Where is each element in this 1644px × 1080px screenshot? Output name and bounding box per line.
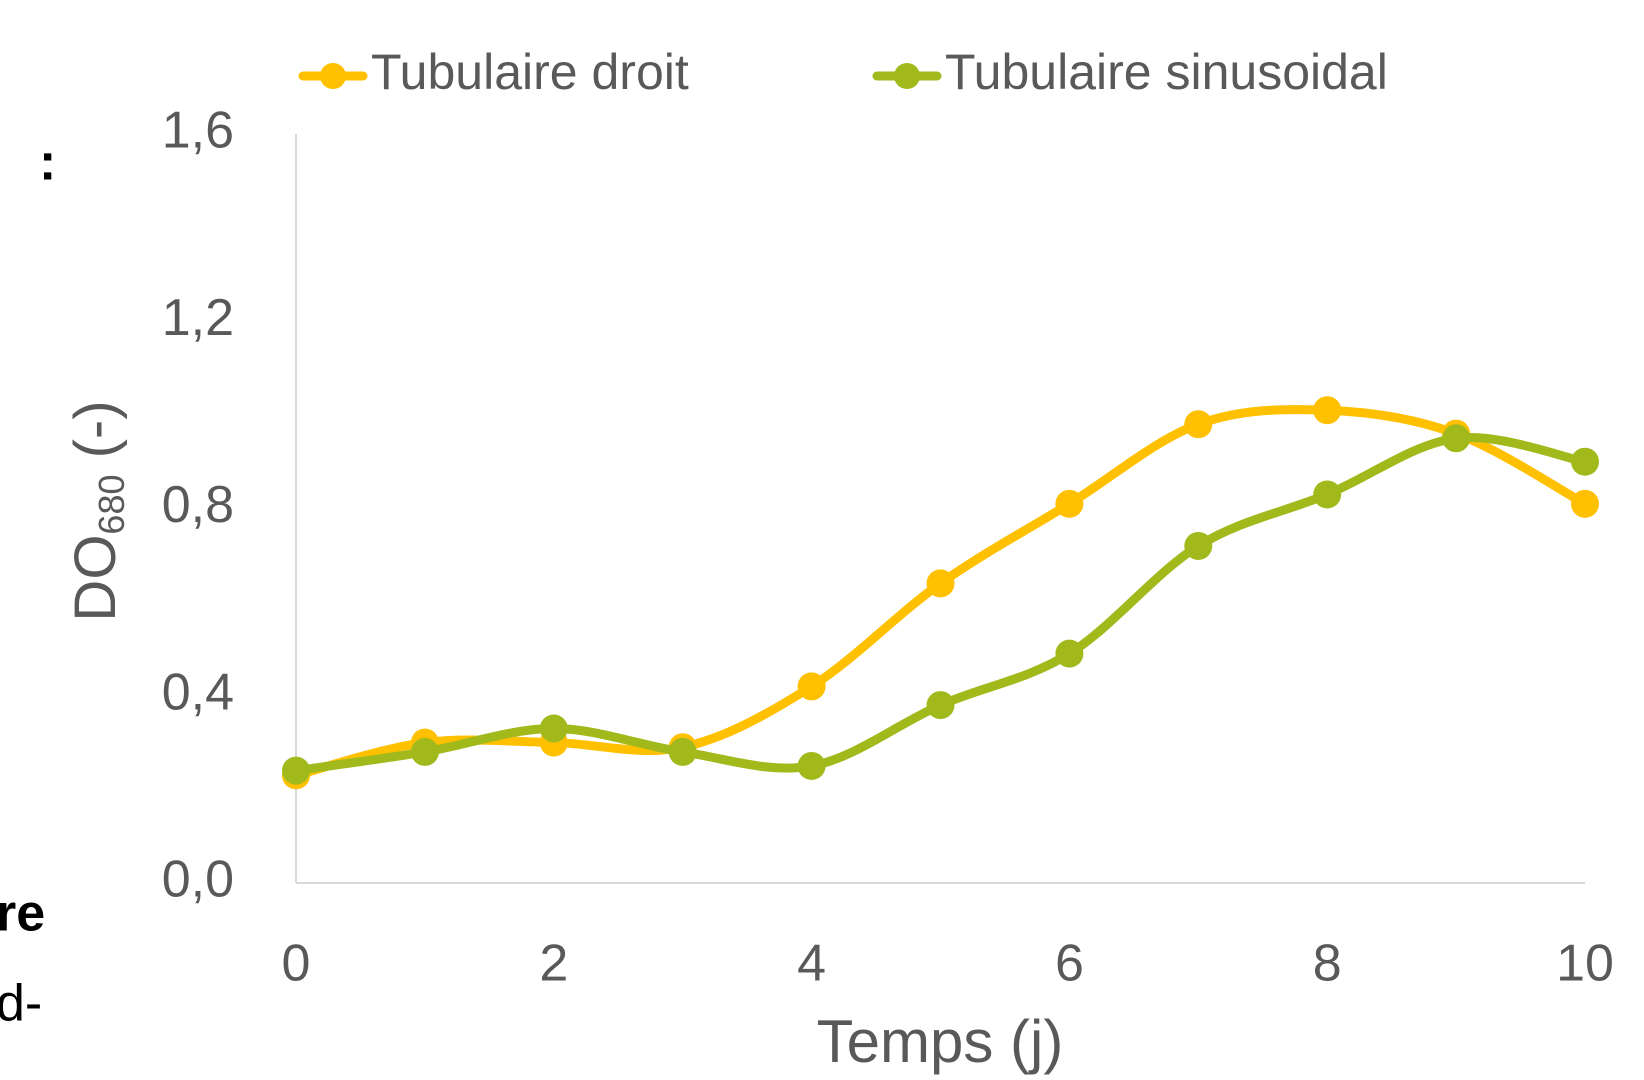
- data-point: [926, 691, 955, 720]
- side-text: re: [0, 885, 45, 943]
- data-point: [1442, 424, 1471, 453]
- data-point: [1055, 639, 1084, 668]
- side-text: :: [39, 134, 56, 192]
- legend-marker: [320, 63, 346, 89]
- data-point: [1184, 531, 1213, 560]
- legend-label: Tubulaire sinusoidal: [945, 44, 1388, 100]
- data-point: [282, 756, 310, 785]
- y-tick-label: 1,6: [162, 102, 234, 160]
- y-tick-label: 0,8: [162, 476, 234, 534]
- data-point: [797, 672, 826, 701]
- legend-label: Tubulaire droit: [371, 44, 689, 100]
- x-tick-label: 4: [797, 935, 826, 993]
- side-text: d-: [0, 975, 42, 1033]
- x-tick-label: 10: [1556, 935, 1614, 993]
- x-axis-label: Temps (j): [817, 1008, 1064, 1075]
- series-line: [291, 433, 1590, 776]
- data-point: [539, 714, 568, 743]
- legend-marker: [894, 63, 920, 89]
- x-tick-label: 0: [282, 935, 311, 993]
- data-point: [1184, 410, 1213, 439]
- data-point: [926, 569, 955, 598]
- x-tick-label: 2: [539, 935, 568, 993]
- data-point: [410, 737, 439, 766]
- data-point: [1571, 489, 1599, 518]
- data-point: [797, 751, 826, 780]
- x-tick-label: 8: [1313, 935, 1342, 993]
- data-point: [668, 737, 697, 766]
- y-tick-label: 0,0: [162, 851, 234, 909]
- y-label-sub: 680: [91, 474, 132, 534]
- data-point: [1313, 480, 1342, 509]
- y-label-suffix: (-): [63, 400, 128, 474]
- data-point: [1055, 489, 1084, 518]
- y-label-main: DO: [63, 535, 128, 622]
- data-point: [1313, 396, 1342, 425]
- x-tick-label: 6: [1055, 935, 1084, 993]
- data-point: [1571, 447, 1599, 476]
- y-axis-label: DO680 (-): [63, 400, 131, 621]
- y-tick-label: 0,4: [162, 663, 234, 721]
- y-tick-label: 1,2: [162, 289, 234, 347]
